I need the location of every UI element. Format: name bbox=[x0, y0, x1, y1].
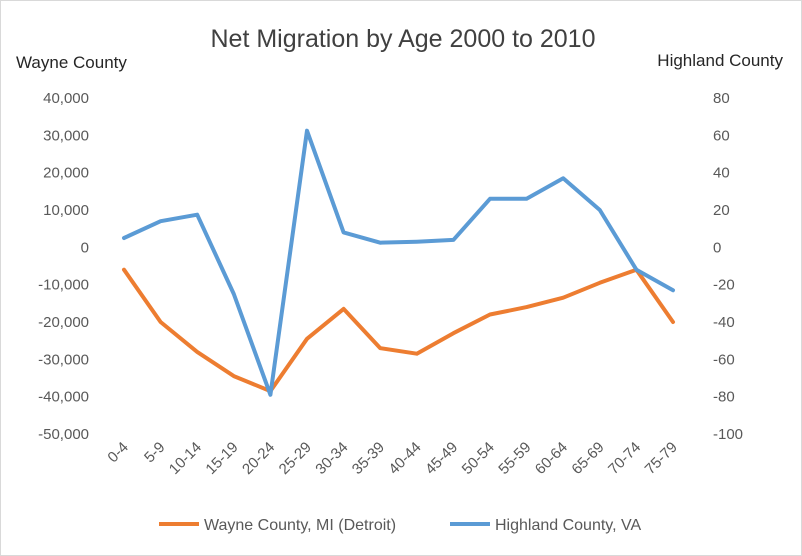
right-tick-label: -100 bbox=[713, 426, 743, 443]
right-tick-label: 40 bbox=[713, 165, 730, 182]
left-tick-label: -50,000 bbox=[38, 426, 89, 443]
right-tick-label: 80 bbox=[713, 90, 730, 107]
x-tick-label: 10-14 bbox=[166, 439, 205, 478]
legend: Wayne County, MI (Detroit) Highland Coun… bbox=[159, 517, 641, 534]
series-line-highland-county-va bbox=[122, 128, 675, 397]
x-tick-label: 20-24 bbox=[239, 439, 278, 478]
left-tick-label: 10,000 bbox=[43, 202, 89, 219]
right-tick-label: -60 bbox=[713, 351, 735, 368]
left-tick-label: 20,000 bbox=[43, 165, 89, 182]
right-tick-label: -80 bbox=[713, 389, 735, 406]
x-tick-label: 70-74 bbox=[605, 439, 644, 478]
left-tick-label: -40,000 bbox=[38, 389, 89, 406]
right-tick-label: 0 bbox=[713, 239, 721, 256]
legend-label-highland: Highland County, VA bbox=[495, 517, 641, 534]
x-tick-label: 75-79 bbox=[642, 439, 681, 478]
x-tick-label: 45-49 bbox=[422, 439, 461, 478]
x-tick-label: 35-39 bbox=[349, 439, 388, 478]
x-tick-label: 65-69 bbox=[568, 439, 607, 478]
right-axis-ticks: 80 60 40 20 0 -20 -40 -60 -80 -100 bbox=[713, 90, 743, 443]
left-axis-title: Wayne County bbox=[16, 53, 127, 72]
right-axis-title: Highland County bbox=[657, 51, 783, 70]
left-tick-label: -10,000 bbox=[38, 277, 89, 294]
right-tick-label: -20 bbox=[713, 277, 735, 294]
legend-label-wayne: Wayne County, MI (Detroit) bbox=[204, 517, 396, 534]
x-tick-label: 5-9 bbox=[141, 439, 168, 466]
left-tick-label: 30,000 bbox=[43, 127, 89, 144]
series-line-wayne-county-mi-detroit bbox=[122, 267, 675, 394]
right-tick-label: -40 bbox=[713, 314, 735, 331]
x-tick-label: 55-59 bbox=[495, 439, 534, 478]
x-tick-label: 25-29 bbox=[276, 439, 315, 478]
left-tick-label: 0 bbox=[81, 239, 89, 256]
left-axis-ticks: 40,000 30,000 20,000 10,000 0 -10,000 -20,000 -… bbox=[38, 90, 89, 443]
x-tick-label: 50-54 bbox=[459, 439, 498, 478]
right-tick-label: 20 bbox=[713, 202, 730, 219]
left-tick-label: -20,000 bbox=[38, 314, 89, 331]
x-tick-label: 30-34 bbox=[312, 439, 351, 478]
x-tick-label: 0-4 bbox=[104, 439, 131, 466]
x-axis-ticks: 0-4 5-910-1415-1920-2425-2930-3435-3940-4… bbox=[104, 439, 680, 478]
x-tick-label: 60-64 bbox=[532, 439, 571, 478]
left-tick-label: -30,000 bbox=[38, 351, 89, 368]
chart-title: Net Migration by Age 2000 to 2010 bbox=[211, 25, 596, 53]
x-tick-label: 15-19 bbox=[202, 439, 241, 478]
right-tick-label: 60 bbox=[713, 127, 730, 144]
x-tick-label: 40-44 bbox=[385, 439, 424, 478]
series-layer bbox=[122, 128, 675, 397]
left-tick-label: 40,000 bbox=[43, 90, 89, 107]
